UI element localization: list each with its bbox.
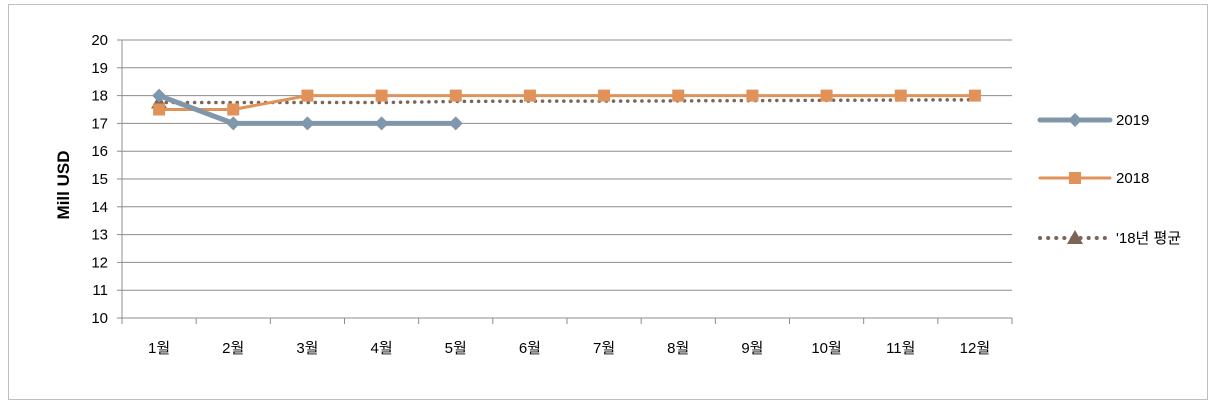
series-point [523, 89, 536, 102]
series-point [968, 89, 981, 102]
series-group [151, 88, 981, 131]
series-point [672, 89, 685, 102]
x-tick-label: 4월 [371, 340, 393, 357]
chart-frame [8, 4, 1208, 400]
y-tick-label: 13 [91, 227, 108, 244]
y-tick-label: 12 [91, 254, 108, 271]
y-tick-label: 18 [91, 88, 108, 105]
series-point [227, 103, 240, 116]
legend-swatch-marker [1067, 230, 1083, 244]
y-tick-label: 16 [91, 143, 108, 160]
series-point [226, 116, 241, 131]
y-tick-label: 20 [91, 32, 108, 49]
x-tick-label: 8월 [667, 340, 689, 357]
y-tick-label: 19 [91, 60, 108, 77]
series-point [301, 89, 314, 102]
axes [117, 39, 1013, 324]
x-tick-label: 5월 [445, 340, 467, 357]
x-tick-labels: 1월 2월 3월 4월 5월 6월 7월 8월 9월 10월 11월 12월 [148, 340, 990, 357]
y-tick-label: 17 [91, 115, 108, 132]
y-tick-label: 14 [91, 199, 108, 216]
series-line [157, 98, 977, 105]
legend-swatch-marker [1069, 172, 1081, 184]
x-tick-label: 2월 [222, 340, 244, 357]
gridlines [122, 39, 1012, 319]
y-tick-labels: 10 11 12 13 14 15 16 17 18 19 20 [91, 32, 108, 327]
series-point [448, 116, 463, 131]
series-point [300, 116, 315, 131]
legend-label: 2018 [1116, 170, 1149, 187]
y-tick-label: 10 [91, 310, 108, 327]
series-point [820, 89, 833, 102]
series-point [449, 89, 462, 102]
series-line [157, 94, 977, 111]
x-tick-label: 11월 [886, 340, 915, 357]
legend-label: 2019 [1116, 112, 1149, 129]
series-point [598, 89, 611, 102]
y-tick-label: 11 [92, 282, 108, 299]
legend: 2019 2018 '18년 평균 [1037, 112, 1181, 247]
series-1 [153, 89, 981, 116]
series-point [153, 103, 166, 116]
series-point [894, 89, 907, 102]
y-tick-label: 15 [91, 171, 108, 188]
x-tick-label: 3월 [296, 340, 318, 357]
x-tick-label: 9월 [741, 340, 763, 357]
series-point [375, 89, 388, 102]
series-point [152, 88, 167, 103]
series-0 [152, 88, 463, 131]
x-tick-label: 7월 [593, 340, 615, 357]
series-point [746, 89, 759, 102]
x-tick-label: 1월 [148, 340, 170, 357]
x-tick-label: 6월 [519, 340, 541, 357]
series-point [374, 116, 389, 131]
legend-swatch-marker [1068, 113, 1082, 127]
x-tick-label: 12월 [960, 340, 991, 357]
y-axis-label: Mill USD [54, 151, 73, 220]
legend-label: '18년 평균 [1116, 230, 1181, 247]
x-tick-label: 10월 [811, 340, 842, 357]
